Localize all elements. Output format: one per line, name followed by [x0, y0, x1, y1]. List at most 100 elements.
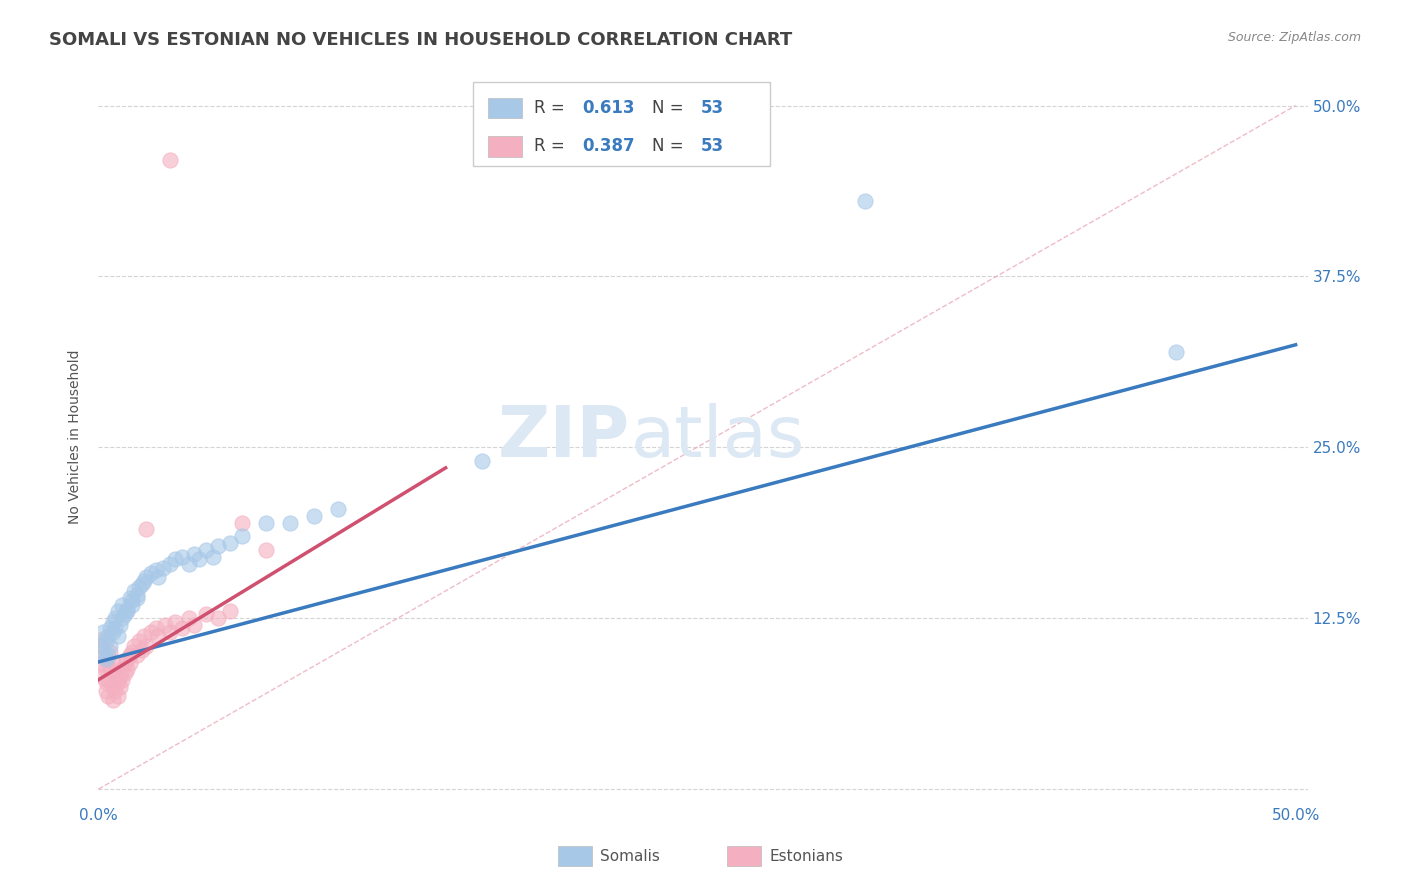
Point: [100, 645, 122, 659]
Point: [1164, 344, 1187, 359]
Point: [152, 560, 174, 574]
Point: [111, 611, 134, 625]
Point: [172, 549, 194, 564]
Point: [202, 549, 225, 564]
Point: [97, 689, 120, 703]
Point: [91, 648, 114, 662]
Point: [101, 680, 124, 694]
Point: [254, 516, 277, 530]
Point: [124, 639, 146, 653]
Text: 0.613: 0.613: [582, 99, 634, 117]
Text: R =: R =: [534, 137, 569, 155]
Point: [115, 652, 138, 666]
Text: atlas: atlas: [630, 402, 804, 472]
Text: N =: N =: [652, 137, 689, 155]
Point: [179, 557, 201, 571]
Point: [155, 618, 177, 632]
Point: [172, 621, 194, 635]
Point: [107, 675, 129, 690]
Point: [135, 522, 157, 536]
Point: [125, 648, 148, 662]
Point: [97, 673, 120, 687]
Point: [163, 615, 186, 630]
Point: [100, 662, 122, 676]
Point: [207, 539, 229, 553]
Point: [94, 683, 117, 698]
Point: [91, 624, 114, 639]
Point: [219, 536, 242, 550]
Point: [104, 621, 127, 635]
Point: [183, 618, 205, 632]
Point: [94, 634, 117, 648]
Point: [132, 574, 155, 589]
Text: ZIP: ZIP: [498, 402, 630, 472]
Point: [114, 665, 136, 680]
Point: [470, 454, 492, 468]
Y-axis label: No Vehicles in Household: No Vehicles in Household: [69, 350, 83, 524]
Point: [135, 570, 157, 584]
Text: 53: 53: [700, 137, 724, 155]
Point: [115, 604, 138, 618]
Point: [159, 624, 181, 639]
Point: [90, 639, 112, 653]
Text: 0.387: 0.387: [582, 137, 634, 155]
Point: [145, 621, 167, 635]
Point: [195, 607, 218, 621]
Point: [148, 629, 170, 643]
Point: [121, 598, 143, 612]
Point: [111, 598, 134, 612]
Point: [91, 632, 114, 646]
Point: [100, 621, 122, 635]
Point: [195, 542, 218, 557]
Point: [101, 693, 124, 707]
Text: Somalis: Somalis: [600, 848, 659, 863]
Point: [132, 629, 155, 643]
Point: [135, 639, 157, 653]
Point: [125, 591, 148, 605]
Point: [159, 153, 181, 168]
Point: [128, 634, 150, 648]
Text: Estonians: Estonians: [769, 848, 844, 863]
Point: [94, 675, 117, 690]
Point: [125, 588, 148, 602]
Point: [104, 683, 127, 698]
Point: [97, 652, 120, 666]
Point: [101, 657, 124, 671]
Text: Source: ZipAtlas.com: Source: ZipAtlas.com: [1227, 31, 1361, 45]
Point: [326, 501, 349, 516]
Point: [101, 624, 124, 639]
Point: [108, 618, 131, 632]
Point: [148, 570, 170, 584]
Point: [139, 566, 162, 581]
Point: [159, 557, 181, 571]
Point: [97, 629, 120, 643]
Point: [90, 639, 112, 653]
Text: N =: N =: [652, 99, 689, 117]
Point: [278, 516, 301, 530]
Point: [115, 662, 138, 676]
Point: [108, 680, 131, 694]
Point: [254, 542, 277, 557]
Point: [94, 652, 117, 666]
Point: [128, 580, 150, 594]
Point: [118, 657, 141, 671]
Point: [118, 591, 141, 605]
Point: [183, 547, 205, 561]
Point: [302, 508, 325, 523]
Point: [104, 611, 127, 625]
Point: [101, 615, 124, 630]
Text: R =: R =: [534, 99, 569, 117]
Point: [124, 583, 146, 598]
FancyBboxPatch shape: [558, 846, 592, 866]
Point: [107, 629, 129, 643]
Point: [121, 645, 143, 659]
Point: [118, 648, 141, 662]
Point: [111, 673, 134, 687]
Text: SOMALI VS ESTONIAN NO VEHICLES IN HOUSEHOLD CORRELATION CHART: SOMALI VS ESTONIAN NO VEHICLES IN HOUSEH…: [49, 31, 793, 49]
Point: [179, 611, 201, 625]
Point: [94, 662, 117, 676]
Point: [114, 657, 136, 671]
Point: [114, 607, 136, 621]
Text: 53: 53: [700, 99, 724, 117]
Point: [108, 670, 131, 684]
